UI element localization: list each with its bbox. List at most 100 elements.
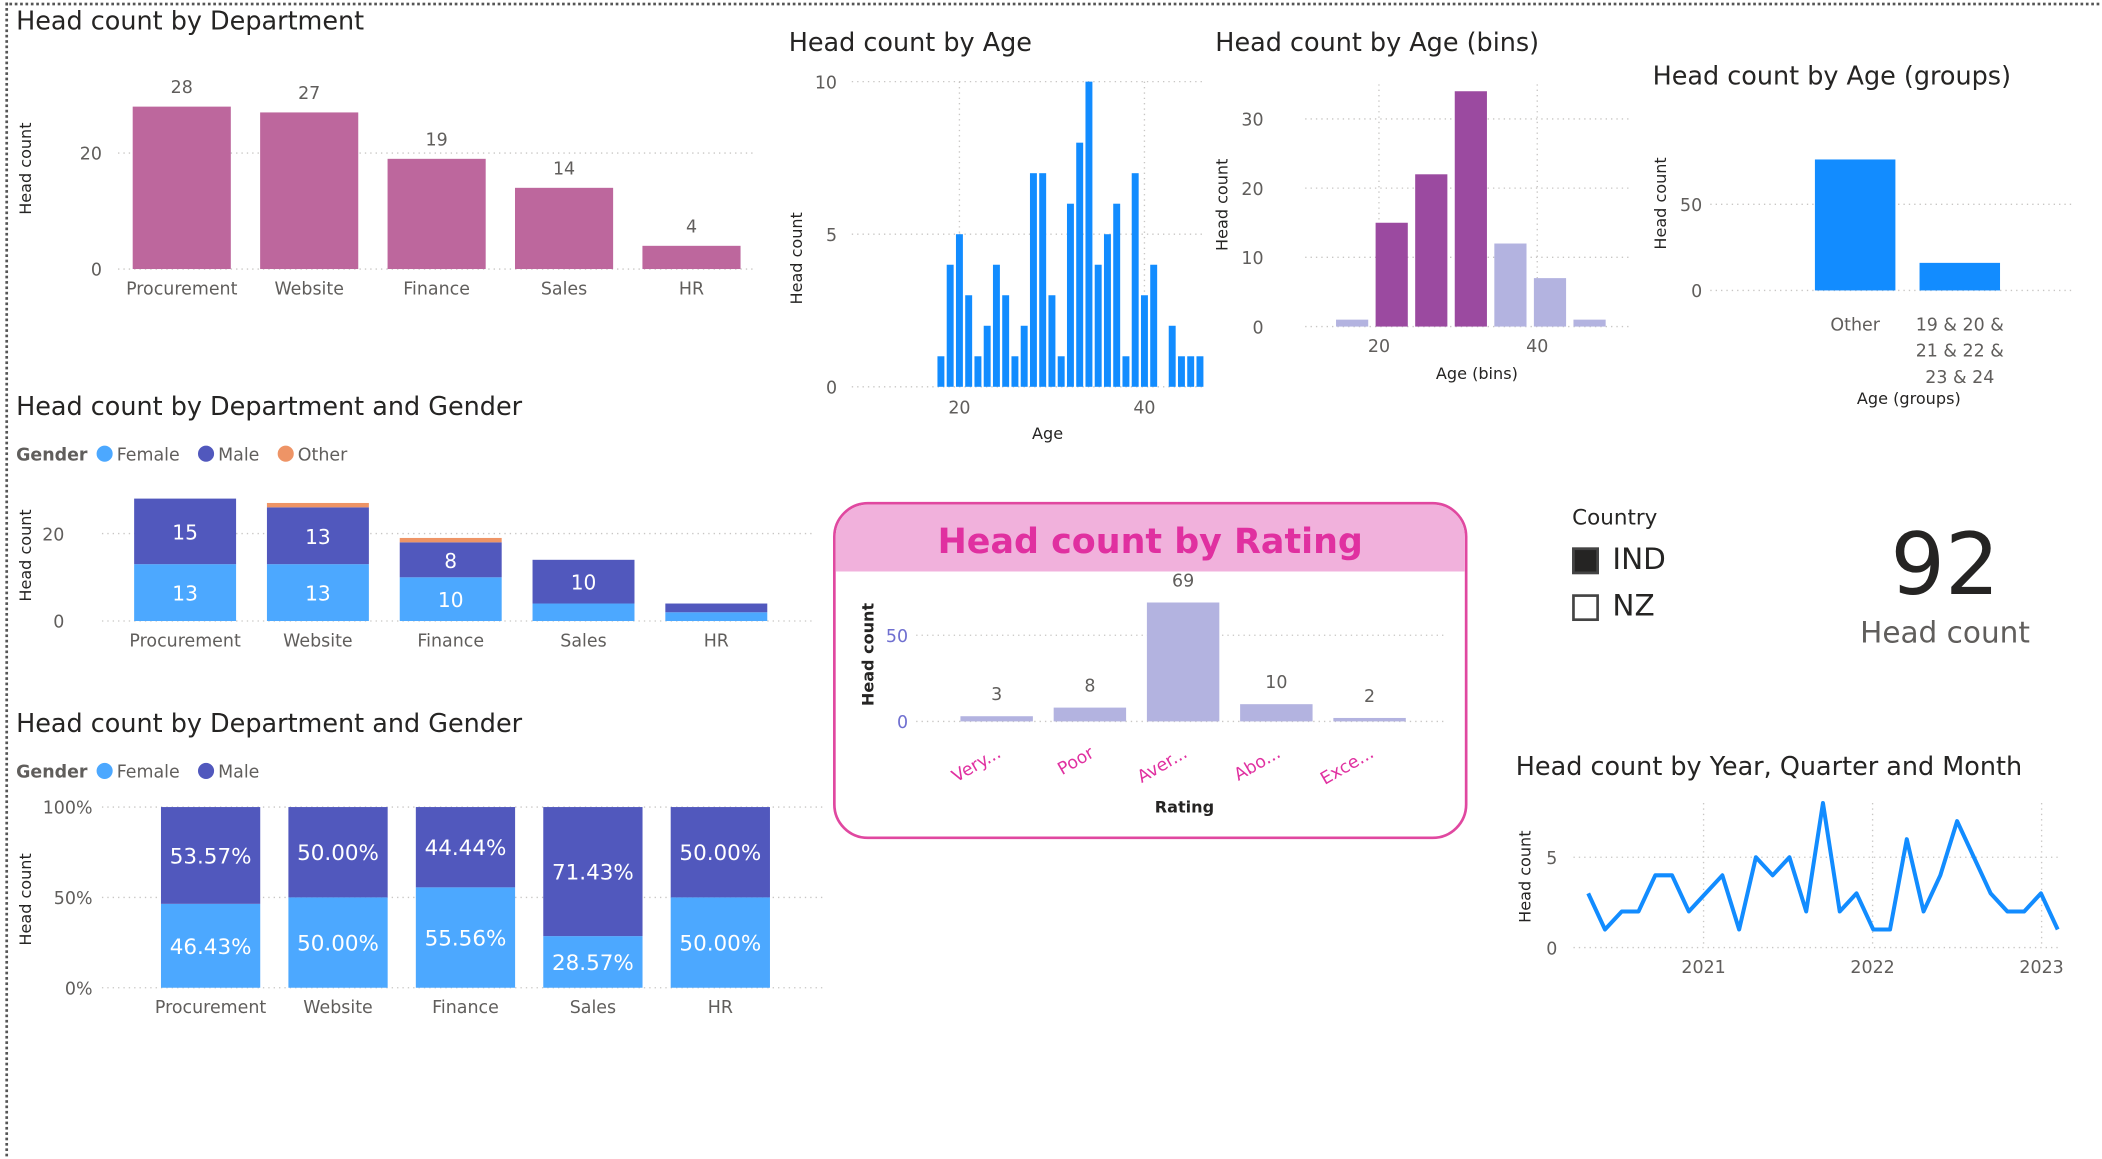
bar-segment[interactable] xyxy=(266,507,369,565)
dept-chart[interactable]: Head count by Department Head count 0 20 2… xyxy=(11,5,789,320)
y-tick-label: 20 xyxy=(42,525,64,545)
bar[interactable] xyxy=(992,264,1000,387)
bar[interactable] xyxy=(1196,356,1204,387)
bar[interactable] xyxy=(1039,173,1047,387)
bar-segment[interactable] xyxy=(399,537,502,543)
bar[interactable] xyxy=(1177,356,1185,387)
x-tick-label: 40 xyxy=(1526,337,1548,357)
bar-segment[interactable] xyxy=(266,564,369,622)
bar[interactable] xyxy=(1066,203,1074,387)
bar-segment[interactable] xyxy=(399,577,502,622)
bar[interactable] xyxy=(1029,173,1037,387)
bar-segment[interactable] xyxy=(288,807,388,898)
bar[interactable] xyxy=(1048,295,1056,387)
bar-segment[interactable] xyxy=(415,807,516,888)
bar[interactable] xyxy=(1494,243,1527,327)
bar[interactable] xyxy=(387,158,486,270)
x-tick-label: HR xyxy=(708,998,733,1018)
bar-segment[interactable] xyxy=(134,498,237,565)
slicer-option-nz[interactable]: NZ xyxy=(1572,590,1760,624)
age-chart[interactable]: Head count by Age Age Head count 0 5 10 20 4… xyxy=(778,24,1207,452)
bar[interactable] xyxy=(983,325,991,387)
bar[interactable] xyxy=(1240,704,1313,722)
bar-segment[interactable] xyxy=(415,887,516,988)
bar-segment[interactable] xyxy=(665,603,768,613)
dept-chart-y-label: Head count xyxy=(16,122,35,214)
bar[interactable] xyxy=(1187,356,1195,387)
x-tick-label: 2022 xyxy=(1850,958,1894,978)
bar[interactable] xyxy=(1094,264,1102,387)
bar[interactable] xyxy=(1053,707,1127,722)
data-label: 13 xyxy=(305,525,331,549)
timeline-chart[interactable]: Head count by Year, Quarter and Month He… xyxy=(1509,747,2072,995)
age-bins-chart[interactable]: Head count by Age (bins) Age (bins) Head… xyxy=(1207,24,1636,412)
rating-chart[interactable]: Head count by Rating Rating Head count 0… xyxy=(833,501,1468,840)
bar-segment[interactable] xyxy=(665,612,768,622)
x-tick-label: 21 & 22 & xyxy=(1916,342,2005,362)
bar[interactable] xyxy=(1020,325,1028,387)
x-tick-label: HR xyxy=(704,631,729,651)
bar[interactable] xyxy=(132,106,231,270)
bar[interactable] xyxy=(1814,159,1896,291)
bar[interactable] xyxy=(1336,319,1369,327)
bar[interactable] xyxy=(1150,264,1158,387)
bar[interactable] xyxy=(1131,173,1139,387)
country-slicer[interactable]: Country IND NZ xyxy=(1572,505,1760,652)
checkbox-checked-icon[interactable] xyxy=(1572,546,1599,574)
x-tick-label: 20 xyxy=(1368,337,1390,357)
bar[interactable] xyxy=(1415,174,1448,327)
x-tick-label: Website xyxy=(274,279,343,299)
age-groups-chart[interactable]: Head count by Age (groups) Age (groups) … xyxy=(1643,56,2092,417)
data-label: 53.57% xyxy=(170,845,252,870)
bar[interactable] xyxy=(1454,91,1487,327)
bar[interactable] xyxy=(1076,142,1084,387)
bar-segment[interactable] xyxy=(288,897,388,988)
bar[interactable] xyxy=(1113,203,1121,387)
bar-segment[interactable] xyxy=(266,502,369,508)
bar[interactable] xyxy=(260,112,359,270)
bar-segment[interactable] xyxy=(134,564,237,622)
bar[interactable] xyxy=(960,716,1033,722)
bar-segment[interactable] xyxy=(399,542,502,578)
bar[interactable] xyxy=(937,356,945,387)
bar[interactable] xyxy=(1140,295,1148,387)
data-label: 69 xyxy=(1172,571,1194,591)
bar[interactable] xyxy=(1103,234,1111,387)
bar[interactable] xyxy=(1002,295,1010,387)
bar[interactable] xyxy=(974,356,982,387)
bar[interactable] xyxy=(955,234,963,387)
bar-segment[interactable] xyxy=(532,603,635,622)
bar[interactable] xyxy=(1333,717,1406,722)
bar[interactable] xyxy=(1375,222,1408,327)
bar[interactable] xyxy=(1533,278,1567,327)
bar[interactable] xyxy=(642,245,741,270)
dept-gender-chart[interactable]: Head count by Department and Gender Gend… xyxy=(11,388,829,669)
bar[interactable] xyxy=(514,187,614,270)
bar[interactable] xyxy=(1011,356,1019,387)
slicer-option-ind[interactable]: IND xyxy=(1572,543,1760,577)
y-tick-label: 50 xyxy=(886,627,908,647)
bar-segment[interactable] xyxy=(670,897,770,988)
bar[interactable] xyxy=(1919,262,2001,291)
dept-gender-pct-chart[interactable]: Head count by Department and Gender Gend… xyxy=(11,705,829,1026)
checkbox-unchecked-icon[interactable] xyxy=(1572,593,1599,621)
y-tick-label: 20 xyxy=(80,145,102,165)
bar-segment[interactable] xyxy=(670,807,770,898)
age-bins-chart-x-label: Age (bins) xyxy=(1436,364,1518,383)
bar[interactable] xyxy=(1057,356,1065,387)
bar[interactable] xyxy=(1122,356,1130,387)
slicer-option-nz-label: NZ xyxy=(1612,590,1655,624)
bar-segment[interactable] xyxy=(160,807,261,904)
bar[interactable] xyxy=(1146,602,1220,722)
bar-segment[interactable] xyxy=(543,936,643,988)
bar-segment[interactable] xyxy=(543,807,643,937)
bar[interactable] xyxy=(1168,325,1176,387)
x-tick-label: Poor xyxy=(1055,743,1099,780)
bar-segment[interactable] xyxy=(160,903,261,988)
bar[interactable] xyxy=(965,295,973,387)
bar[interactable] xyxy=(946,264,954,387)
x-tick-label: Aver... xyxy=(1134,743,1191,787)
bar[interactable] xyxy=(1573,319,1606,327)
bar[interactable] xyxy=(1085,81,1093,387)
bar-segment[interactable] xyxy=(532,559,635,604)
